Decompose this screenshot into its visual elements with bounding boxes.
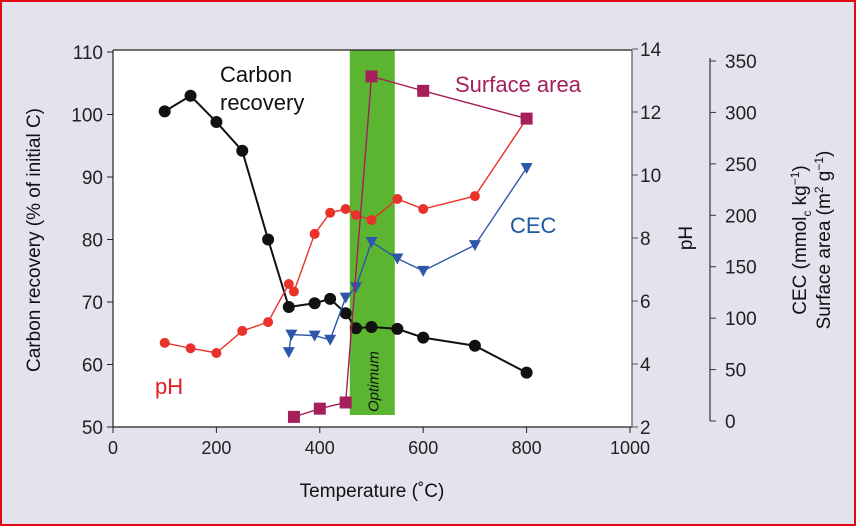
- y-ph-tick-label: 8: [640, 229, 651, 250]
- ph-series-label: pH: [155, 374, 183, 399]
- y-surface-axis-title: Surface area (m2 g−1): [812, 151, 835, 330]
- cec-point: [339, 292, 352, 304]
- ph-point: [418, 204, 429, 215]
- y-cec-tick-label: 0: [725, 412, 736, 433]
- carbon-recovery-point: [365, 321, 378, 333]
- cec-point: [285, 329, 298, 341]
- cec-point: [349, 282, 362, 294]
- ph-point: [211, 347, 222, 358]
- y-ph-tick-label: 2: [640, 418, 651, 439]
- x-tick-label: 0: [108, 438, 118, 458]
- x-tick-label: 400: [305, 438, 335, 458]
- cec-point: [282, 347, 295, 359]
- ph-point: [237, 325, 248, 336]
- ph-point: [325, 207, 336, 218]
- cec-series-label: CEC: [510, 213, 557, 238]
- surface-area-point: [417, 84, 430, 97]
- y-cec-tick-label: 100: [725, 309, 757, 330]
- y-cec-tick-label: 200: [725, 206, 757, 227]
- surface-area-point: [287, 410, 300, 423]
- y-cec-tick-label: 50: [725, 361, 746, 382]
- carbon-recovery-point: [158, 105, 171, 118]
- y-left-axis-title: Carbon recovery (% of initial C): [24, 108, 45, 372]
- cec-point: [520, 162, 533, 174]
- y-cec-tick-label: 250: [725, 155, 757, 176]
- carbon-recovery-point: [236, 144, 249, 157]
- cec-point: [365, 237, 378, 249]
- ph-point: [283, 278, 294, 289]
- surface-area-point: [313, 402, 326, 415]
- y-left-tick-label: 60: [82, 356, 103, 377]
- carbon-recovery-point: [308, 297, 321, 310]
- ph-point: [288, 286, 299, 297]
- carbon-recovery-point: [339, 307, 352, 320]
- surface-area-point: [520, 112, 533, 125]
- y-cec-axis-title: CEC (mmolc kg−1): [788, 165, 814, 315]
- ph-point: [469, 191, 480, 202]
- carbon-recovery-point: [262, 233, 275, 246]
- carbon-recovery-point: [520, 366, 533, 379]
- ph-point: [309, 228, 320, 239]
- y-left-tick-label: 70: [82, 293, 103, 314]
- surface-area-series-label: Surface area: [455, 72, 582, 97]
- cec-point: [308, 330, 321, 342]
- carbon-recovery-point: [417, 331, 430, 344]
- cec-point: [468, 240, 481, 252]
- ph-point: [350, 210, 361, 221]
- carbon-recovery-point: [468, 339, 481, 352]
- y-ph-axis-title: pH: [676, 226, 697, 250]
- y-left-tick-label: 90: [82, 168, 103, 189]
- carbon-recovery-label-line1: Carbon: [220, 62, 292, 87]
- y-left-tick-label: 100: [71, 106, 103, 127]
- carbon-recovery-point: [184, 89, 197, 102]
- y-ph-tick-label: 6: [640, 292, 651, 313]
- carbon-recovery-point: [349, 322, 362, 335]
- y-ph-tick-label: 4: [640, 355, 651, 376]
- y-ph-tick-label: 14: [640, 40, 662, 61]
- optimum-label: Optimum: [365, 351, 382, 412]
- cec-point: [417, 265, 430, 277]
- ph-point: [366, 215, 377, 226]
- x-tick-label: 800: [512, 438, 542, 458]
- ph-point: [340, 204, 351, 215]
- ph-point: [185, 343, 196, 354]
- y-cec-tick-label: 300: [725, 103, 757, 124]
- y-cec-tick-label: 150: [725, 258, 757, 279]
- ph-point: [392, 193, 403, 204]
- y-left-tick-label: 110: [73, 43, 103, 64]
- y-cec-tick-label: 350: [725, 52, 757, 73]
- carbon-recovery-point: [282, 301, 295, 313]
- surface-area-point: [339, 396, 352, 409]
- y-ph-tick-label: 12: [640, 103, 661, 124]
- optimum-band: [349, 50, 395, 415]
- y-left-tick-label: 80: [82, 231, 103, 252]
- ph-line: [164, 118, 528, 354]
- carbon-recovery-point: [391, 322, 404, 335]
- x-tick-label: 200: [201, 438, 231, 458]
- carbon-recovery-point: [210, 116, 223, 128]
- ph-point: [263, 317, 274, 328]
- x-tick-label: 600: [408, 438, 438, 458]
- surface-area-point: [365, 70, 378, 83]
- y-left-tick-label: 50: [82, 418, 103, 439]
- x-tick-label: 1000: [610, 438, 650, 458]
- ph-point: [159, 337, 170, 348]
- carbon-recovery-label-line2: recovery: [220, 90, 304, 115]
- cec-point: [391, 253, 404, 265]
- carbon-recovery-point: [324, 292, 337, 305]
- x-axis-title: Temperature (˚C): [300, 481, 445, 502]
- cec-point: [324, 334, 337, 346]
- y-ph-tick-label: 10: [640, 166, 661, 187]
